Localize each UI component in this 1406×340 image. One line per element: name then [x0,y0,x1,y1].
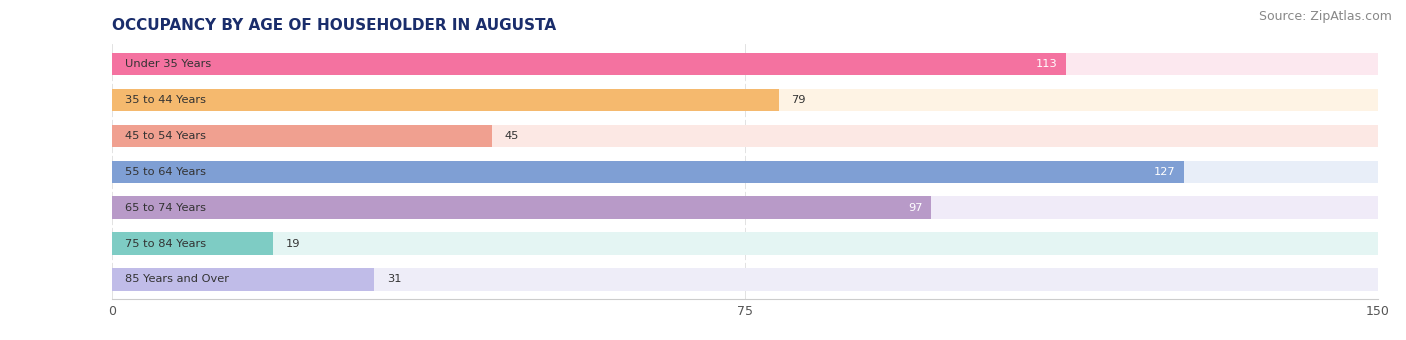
Bar [112,268,1378,291]
Text: 113: 113 [1036,59,1057,69]
Bar [112,197,931,219]
Bar [112,53,1066,75]
Bar [112,160,1378,183]
Bar [112,53,1378,75]
Text: 97: 97 [908,203,922,212]
Text: OCCUPANCY BY AGE OF HOUSEHOLDER IN AUGUSTA: OCCUPANCY BY AGE OF HOUSEHOLDER IN AUGUS… [112,18,557,33]
Bar [112,89,1378,111]
Text: Source: ZipAtlas.com: Source: ZipAtlas.com [1258,10,1392,23]
Bar [112,160,1184,183]
Text: 45 to 54 Years: 45 to 54 Years [125,131,207,141]
Text: 31: 31 [387,274,401,285]
Text: 127: 127 [1154,167,1175,177]
Bar [112,125,1378,147]
Text: 65 to 74 Years: 65 to 74 Years [125,203,207,212]
Bar [112,233,1378,255]
Text: 75 to 84 Years: 75 to 84 Years [125,239,207,249]
Bar [112,89,779,111]
Text: 85 Years and Over: 85 Years and Over [125,274,229,285]
Text: 79: 79 [792,95,806,105]
Text: 45: 45 [505,131,519,141]
Text: 35 to 44 Years: 35 to 44 Years [125,95,207,105]
Bar [112,233,273,255]
Bar [112,268,374,291]
Bar [112,125,492,147]
Text: Under 35 Years: Under 35 Years [125,59,211,69]
Bar [112,197,1378,219]
Text: 55 to 64 Years: 55 to 64 Years [125,167,207,177]
Text: 19: 19 [285,239,299,249]
